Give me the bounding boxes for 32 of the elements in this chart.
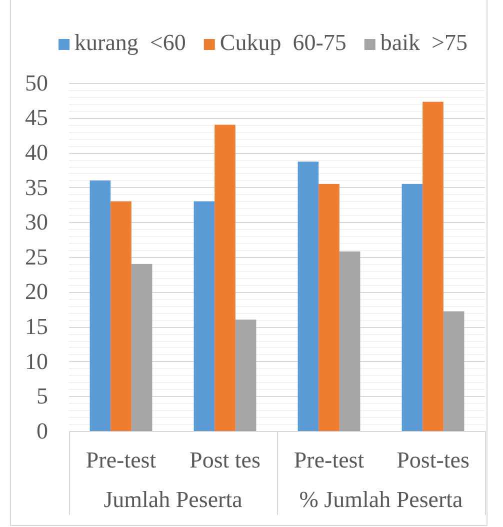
text: % Jumlah Peserta (299, 487, 463, 512)
y-tick-label: 10 (25, 348, 48, 374)
bar (339, 251, 360, 431)
y-tick-label: 15 (25, 314, 48, 339)
x-tick-label: Pre-test (86, 447, 157, 472)
y-tick-label: 30 (25, 210, 48, 235)
bar (90, 180, 111, 431)
bar (402, 184, 423, 431)
y-tick-label: 20 (25, 279, 48, 304)
y-tick-label: 0 (36, 418, 48, 444)
bar (318, 184, 340, 431)
bar (214, 124, 236, 431)
y-tick-label: 50 (25, 70, 48, 96)
bar (131, 264, 152, 431)
bar (422, 102, 444, 431)
x-tick-label: Pre-test (294, 447, 365, 472)
y-tick-label: 35 (25, 174, 48, 200)
y-tick-label: 25 (25, 244, 48, 270)
bar (298, 162, 319, 431)
legend-label: Cukup 60-75 (220, 30, 346, 55)
bar (443, 311, 464, 431)
y-tick-label: 40 (25, 140, 48, 165)
legend-label: kurang <60 (74, 30, 186, 55)
y-tick-label: 5 (36, 384, 48, 409)
legend-label: baik >75 (380, 30, 468, 55)
x-tick-label: Post-tes (396, 447, 470, 472)
y-tick-label: 45 (25, 105, 48, 130)
bar (235, 320, 256, 431)
text: Jumlah Peserta (104, 487, 242, 512)
x-tick-label: Post tes (190, 447, 261, 472)
bar (194, 201, 215, 431)
bar (110, 201, 132, 431)
